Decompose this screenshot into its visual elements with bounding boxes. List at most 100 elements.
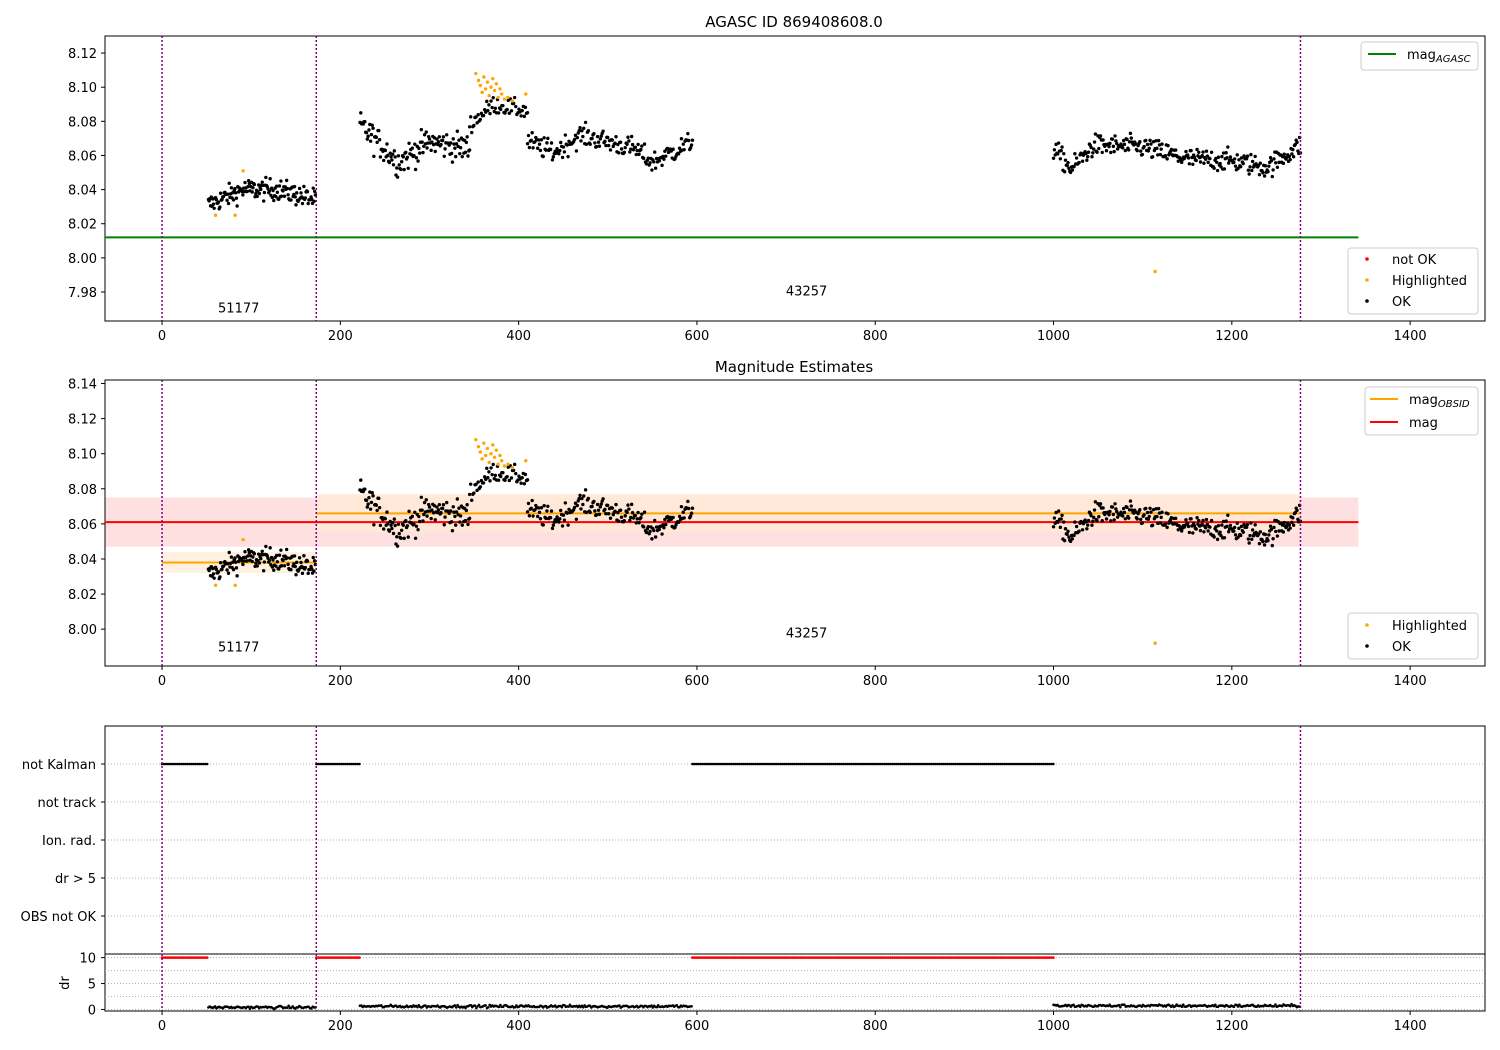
highlighted-point [482,75,486,79]
ok-point [1233,533,1238,537]
ok-point [277,197,281,201]
ok-point [488,479,492,483]
ok-point [211,572,216,576]
ok-point [1282,520,1286,525]
flag-point [350,762,353,766]
flag-point [322,762,326,766]
ok-point [410,514,415,519]
flag-point [946,762,949,766]
ok-point [1176,159,1180,163]
agasc-legend-box [1360,41,1479,71]
dr-flagged-point [1042,956,1045,960]
flag-point [830,762,834,766]
flag-point [757,762,761,766]
dr-ytick-label: 0 [88,1003,96,1018]
ok-point [396,522,401,526]
dr-flagged-point [942,956,945,960]
highlighted-point [487,460,491,465]
ok-point [1063,158,1068,162]
ok-point [1091,515,1096,520]
dr-flagged-point [791,956,794,960]
ok-point [395,535,399,539]
ok-point [1092,508,1097,512]
dr-flagged-point [840,956,843,960]
dr-flagged-point [744,956,747,960]
ok-point [390,152,395,156]
dr-flagged-point [928,956,932,960]
dr-xtick-label: 400 [506,1019,531,1034]
ok-point [453,514,457,519]
ok-point [1109,519,1113,523]
ok-point [252,552,257,556]
ok-point [614,135,618,139]
ok-point [627,507,631,511]
ok-point [1263,532,1268,537]
ok-point [514,471,518,476]
estimates-xtick-label: 600 [685,674,710,689]
dr-flagged-point [961,956,965,960]
ok-point [557,520,561,524]
ok-point [466,522,470,527]
legend-subscript: OBSID [1438,399,1470,410]
dr-flagged-point [914,956,918,960]
ok-point [1128,499,1133,503]
dr-flagged-point [783,956,787,960]
ok-point [1059,148,1063,153]
dr-flagged-point [1051,956,1055,960]
highlighted-point [500,459,504,463]
dr-flagged-point [182,956,186,960]
dr-flagged-point [881,956,885,960]
dr-flagged-point [759,956,763,960]
ok-point [221,564,226,568]
ok-point [467,492,472,497]
ok-point [233,191,238,195]
dr-flagged-point [1030,956,1034,960]
flag-point [857,762,861,766]
dr-point [1123,1003,1126,1007]
legend-label: not OK [1392,253,1437,268]
ok-point [1147,146,1151,151]
legend-marker [1365,278,1369,282]
ok-point [566,523,570,527]
ok-point [577,496,581,501]
ok-point [246,179,251,183]
flag-point [904,762,908,766]
flag-point [883,762,886,766]
ok-point [404,150,408,155]
flag-point [967,762,971,766]
ok-point [262,190,267,195]
agasc-xtick-label: 1200 [1215,329,1248,344]
dr-flagged-point [795,956,798,960]
ok-point [1121,146,1125,150]
ok-point [426,141,430,145]
ok-point [1226,145,1230,149]
flag-point [848,762,851,766]
dr-point [1288,1004,1292,1008]
legend-label: Highlighted [1392,274,1467,289]
ok-point [1200,522,1204,526]
ok-point [1056,509,1061,513]
flag-point [855,762,859,766]
ok-point [367,128,371,132]
dr-point [248,1007,252,1011]
ok-point [503,111,507,115]
highlighted-point [489,451,493,456]
highlighted-point [491,443,495,447]
ok-point [1125,505,1129,510]
dr-flagged-point [728,956,732,960]
ok-point [517,107,521,111]
flag-point [318,762,322,766]
dr-flagged-point [883,956,887,960]
ok-point [407,509,411,514]
dr-flagged-point [322,956,326,960]
dr-flagged-point [922,956,926,960]
ok-point [472,123,476,128]
ok-point [1191,162,1195,167]
ok-point [454,523,458,527]
ok-point [279,179,283,183]
ok-point [1187,162,1192,166]
dr-flagged-point [358,956,361,960]
dr-flagged-point [926,956,930,960]
ok-point [590,504,594,509]
ok-point [557,151,561,156]
